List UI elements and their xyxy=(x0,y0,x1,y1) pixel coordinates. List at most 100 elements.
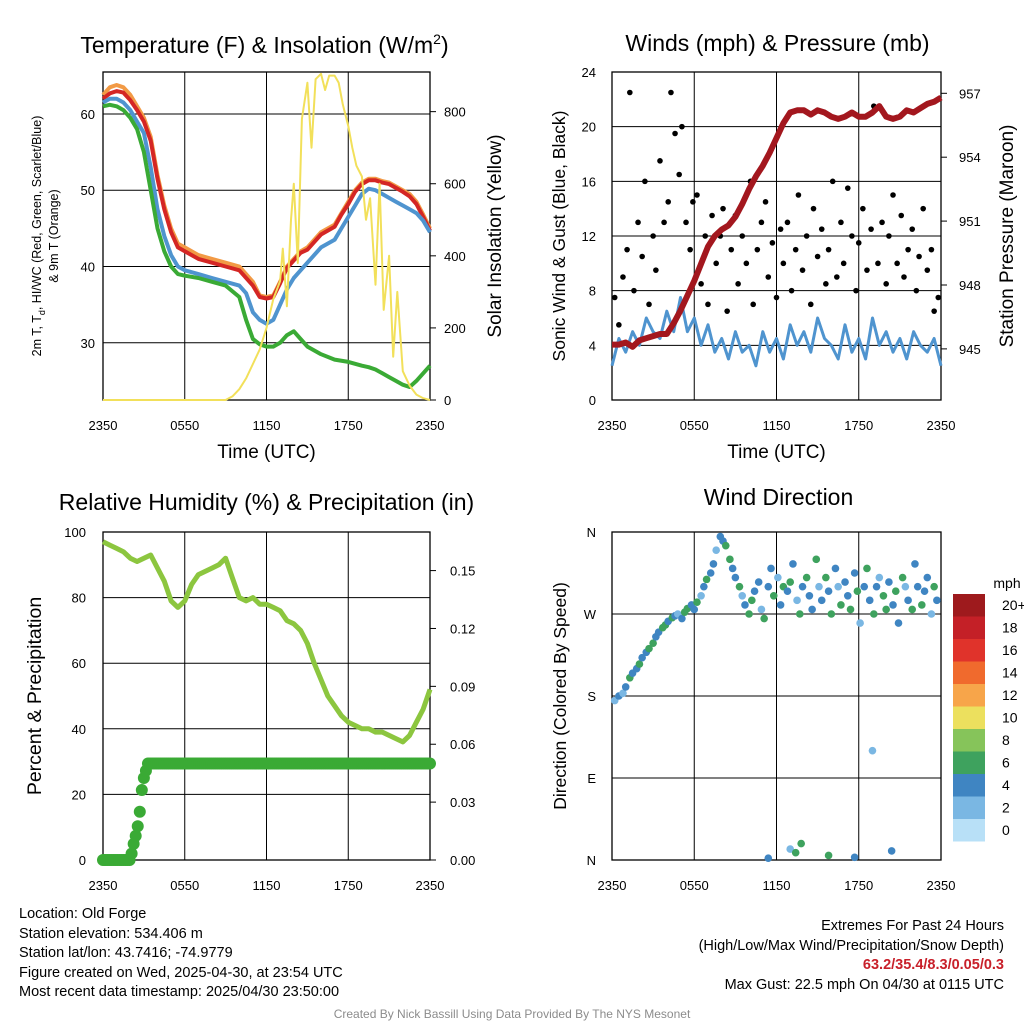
legend-label-10: 0 xyxy=(1002,822,1010,838)
gust-point xyxy=(635,219,641,226)
gust-point xyxy=(728,246,735,253)
extremes-subtitle: (High/Low/Max Wind/Precipitation/Snow De… xyxy=(698,937,1004,954)
y-tick-label-temp-1: 40 xyxy=(81,260,95,275)
gust-point xyxy=(879,219,885,226)
gust-point xyxy=(931,308,937,314)
y-tick-label-pressure-1: 948 xyxy=(959,278,981,293)
x-tick-label-1-1: 0550 xyxy=(680,418,709,433)
direction-point xyxy=(843,591,852,600)
gust-point xyxy=(784,219,791,226)
y-tick-label-rh-4: 80 xyxy=(72,591,86,606)
gust-point xyxy=(860,205,866,212)
x-axis-label-winds: Time (UTC) xyxy=(727,442,826,463)
y-axis-label-pressure: Station Pressure (Maroon) xyxy=(997,125,1018,348)
direction-point xyxy=(789,560,797,568)
direction-point xyxy=(709,560,718,568)
y-tick-label-dir-0: N xyxy=(587,853,596,868)
direction-point xyxy=(712,546,720,555)
y-tick-label-rh-0: 0 xyxy=(79,853,86,868)
direction-point xyxy=(786,845,795,853)
direction-point xyxy=(850,569,859,577)
gust-point xyxy=(901,274,907,280)
direction-point xyxy=(757,605,766,614)
gust-point xyxy=(679,123,685,130)
station-info: Location: Old Forge Station elevation: 5… xyxy=(19,905,343,1003)
legend-label-8: 4 xyxy=(1002,777,1010,793)
x-tick-label-0-0: 2350 xyxy=(89,418,118,433)
gust-point xyxy=(924,267,931,273)
y-tick-label-temp-2: 50 xyxy=(81,183,95,198)
precip-point xyxy=(125,847,138,860)
x-tick-label-3-2: 1150 xyxy=(763,878,791,893)
direction-point xyxy=(619,689,627,698)
direction-point xyxy=(894,619,903,627)
series-temp-2 xyxy=(102,96,432,326)
direction-point xyxy=(735,582,744,591)
gust-point xyxy=(916,253,922,260)
direction-point xyxy=(793,596,801,605)
gust-point xyxy=(773,294,780,301)
direction-point xyxy=(635,660,644,668)
y-tick-label-pressure-3: 954 xyxy=(959,150,981,165)
legend-swatch-0 xyxy=(953,594,985,617)
direction-point xyxy=(764,582,773,591)
series-temp-4 xyxy=(103,72,431,401)
gust-point xyxy=(665,199,672,205)
x-tick-label-3-3: 1750 xyxy=(844,878,873,893)
legend-swatch-3 xyxy=(953,661,985,684)
direction-point xyxy=(904,596,912,605)
direction-point xyxy=(837,601,845,609)
precip-point xyxy=(129,829,142,842)
gust-point xyxy=(739,233,746,239)
direction-point xyxy=(918,601,926,609)
gust-point xyxy=(849,233,855,239)
gust-point xyxy=(905,246,911,253)
direction-point xyxy=(856,619,864,627)
chart-title-winds: Winds (mph) & Pressure (mb) xyxy=(625,30,929,56)
x-tick-label-3-4: 2350 xyxy=(927,878,956,893)
direction-point xyxy=(891,587,900,596)
y-tick-label-pressure-0: 945 xyxy=(959,342,981,357)
gust-point xyxy=(780,260,787,267)
legend-swatch-5 xyxy=(953,706,985,729)
direction-point xyxy=(863,564,871,573)
gust-point xyxy=(898,212,905,219)
gust-point xyxy=(795,192,802,198)
gust-point xyxy=(668,89,674,96)
y-tick-label-solar-0: 0 xyxy=(444,393,451,408)
gust-point xyxy=(909,226,916,232)
x-tick-label-3-0: 2350 xyxy=(598,878,627,893)
elevation-text: Station elevation: 534.406 m xyxy=(19,925,203,942)
direction-point xyxy=(678,614,686,623)
series-wind-0 xyxy=(610,296,943,368)
gust-point xyxy=(624,246,630,253)
gust-point xyxy=(661,219,667,226)
gust-point xyxy=(627,89,633,96)
gust-point xyxy=(646,301,652,308)
gust-point xyxy=(639,253,645,260)
gust-point xyxy=(788,287,795,294)
direction-point xyxy=(621,683,630,691)
y-tick-label-wind-3: 12 xyxy=(582,229,596,244)
y-tick-label-rh-3: 60 xyxy=(72,656,86,671)
series-rh-0 xyxy=(101,539,433,745)
direction-point xyxy=(913,582,922,591)
legend-label-2: 16 xyxy=(1002,642,1018,658)
direction-point xyxy=(798,582,807,591)
direction-point xyxy=(870,610,878,618)
gust-point xyxy=(840,260,847,267)
y-tick-label-dir-3: W xyxy=(584,607,597,622)
precip-point xyxy=(424,757,436,770)
y-tick-label-pressure-4: 957 xyxy=(959,86,981,101)
gust-point xyxy=(807,301,814,308)
legend-label-0: 20+ xyxy=(1002,597,1024,613)
direction-point xyxy=(786,578,795,586)
gust-point xyxy=(702,233,709,239)
y-tick-label-wind-6: 24 xyxy=(582,65,596,80)
y-axis-label-solar: Solar Insolation (Yellow) xyxy=(485,134,506,337)
direction-point xyxy=(767,564,775,573)
gust-point xyxy=(750,301,756,308)
gust-point xyxy=(705,301,711,308)
y-tick-label-dir-2: S xyxy=(587,689,596,704)
direction-point xyxy=(920,587,929,596)
